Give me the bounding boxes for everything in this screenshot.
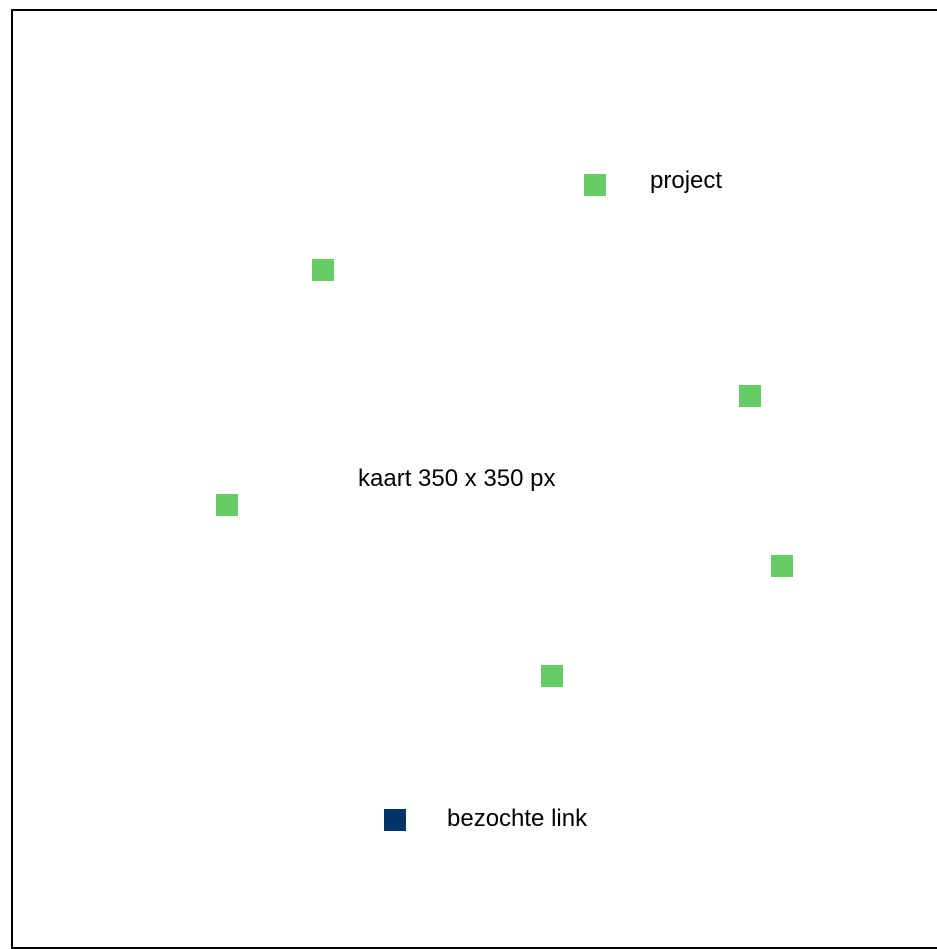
project-marker[interactable] bbox=[312, 259, 334, 281]
legend-project-label: project bbox=[650, 167, 723, 194]
project-marker[interactable] bbox=[216, 494, 238, 516]
project-marker[interactable] bbox=[771, 555, 793, 577]
legend-project-marker bbox=[584, 174, 606, 196]
legend-visited-marker bbox=[384, 809, 406, 831]
legend-visited-label: bezochte link bbox=[447, 805, 588, 832]
map-caption: kaart 350 x 350 px bbox=[358, 465, 556, 492]
project-marker[interactable] bbox=[541, 665, 563, 687]
project-marker[interactable] bbox=[739, 385, 761, 407]
map-frame bbox=[11, 9, 937, 949]
